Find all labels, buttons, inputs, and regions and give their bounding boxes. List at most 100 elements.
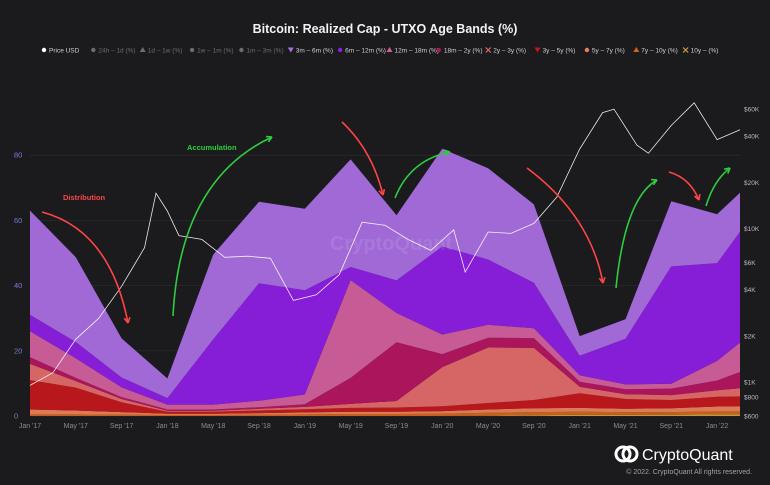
- arrow-green-3-head-icon: [650, 178, 658, 186]
- arrow-green-3: [615, 179, 658, 289]
- area-band-6: [30, 280, 740, 410]
- brand-name: CryptoQuant: [642, 447, 733, 464]
- legend-label: 10y – (%): [691, 47, 719, 54]
- y-right-tick-label: $4K: [744, 287, 756, 294]
- arrow-distribution: [41, 211, 129, 324]
- arrow-red-2: [341, 121, 384, 196]
- arrow-red-3: [526, 167, 604, 284]
- y-right-tick-label: $20K: [744, 180, 760, 187]
- legend-label: 6m – 12m (%): [345, 47, 386, 54]
- chart-title: Bitcoin: Realized Cap - UTXO Age Bands (…: [253, 22, 518, 36]
- legend-label: 3m – 6m (%): [296, 47, 333, 54]
- legend-item[interactable]: 3y – 5y (%): [534, 47, 576, 54]
- legend-item[interactable]: 1m – 3m (%): [239, 47, 284, 54]
- x-tick-label: May '17: [64, 423, 88, 430]
- legend-label: 5y – 7y (%): [592, 47, 625, 54]
- legend-item[interactable]: 7y – 10y (%): [633, 47, 678, 54]
- y-right-tick-label: $600: [744, 414, 759, 421]
- area-band-7: [30, 231, 740, 405]
- arrow-accumulation-1-head-icon: [265, 135, 273, 143]
- x-axis: Jan '17 May '17 Sep '17 Jan '18 May '18 Sep '…: [19, 423, 729, 430]
- area-band-2: [30, 406, 740, 415]
- legend-item[interactable]: 2y – 3y (%): [485, 47, 526, 54]
- area-band-0: [30, 414, 740, 416]
- arrow-red-4-head-icon: [693, 193, 701, 201]
- area-band-4: [30, 347, 740, 412]
- legend-marker-icon: [41, 47, 47, 53]
- arrow-red-4: [668, 171, 700, 201]
- y-right-tick-label: $10K: [744, 226, 760, 233]
- legend-item[interactable]: 1w – 1m (%): [189, 47, 234, 54]
- x-tick-label: May '21: [613, 423, 637, 430]
- legend-item[interactable]: Price USD: [41, 47, 80, 54]
- x-tick-label: Sep '21: [660, 423, 684, 430]
- legend-label: 1m – 3m (%): [246, 47, 283, 54]
- watermark: CryptoQuant: [330, 233, 453, 255]
- legend-marker-icon: [287, 47, 294, 53]
- y-tick-label: 80: [14, 151, 22, 160]
- x-tick-label: May '18: [201, 423, 225, 430]
- x-tick-label: May '19: [338, 423, 362, 430]
- copyright: © 2022. CryptoQuant All rights reserved.: [626, 468, 752, 476]
- legend-item[interactable]: 12m – 18m (%): [386, 47, 439, 54]
- y-right-tick-label: $2K: [744, 333, 756, 340]
- x-tick-label: Jan '21: [568, 423, 590, 430]
- legend-label: 24h – 1d (%): [98, 47, 135, 54]
- x-tick-label: May '20: [476, 423, 500, 430]
- brand-logo-icon: [614, 445, 632, 463]
- arrow-accumulation-1: [172, 136, 273, 317]
- legend-item[interactable]: 5y – 7y (%): [584, 47, 625, 54]
- price-usd-line: [29, 102, 741, 386]
- annotation-accumulation: Accumulation: [187, 143, 237, 152]
- legend-item[interactable]: 6m – 12m (%): [337, 47, 386, 54]
- x-tick-label: Sep '20: [522, 423, 546, 430]
- area-band-8: [30, 148, 740, 399]
- x-tick-label: Jan '22: [706, 423, 728, 430]
- y-right-tick-label: $6K: [744, 260, 756, 267]
- legend-marker-icon: [386, 47, 393, 52]
- y-axis-left: 0 20 40 60 80: [14, 151, 22, 421]
- area-band-1: [30, 411, 740, 416]
- x-tick-label: Sep '17: [110, 423, 134, 430]
- y-tick-label: 40: [14, 281, 22, 290]
- legend-item[interactable]: 18m – 2y (%): [436, 47, 483, 54]
- y-tick-label: 20: [14, 346, 22, 355]
- area-band-3: [30, 380, 740, 414]
- legend: Price USD 24h – 1d (%) 1d – 1w (%) 1w – 1m …: [41, 47, 719, 54]
- x-tick-label: Sep '19: [385, 423, 409, 430]
- y-right-tick-label: $1K: [744, 379, 756, 386]
- arrow-distribution-head-icon: [123, 317, 131, 324]
- legend-item[interactable]: 10y – (%): [682, 47, 719, 54]
- brand-logo: CryptoQuant © 2022. CryptoQuant All righ…: [614, 445, 752, 476]
- legend-item[interactable]: 24h – 1d (%): [91, 47, 136, 54]
- arrow-red-3-head-icon: [598, 277, 606, 284]
- x-tick-label: Jan '18: [156, 423, 178, 430]
- arrow-green-2: [394, 151, 451, 199]
- legend-marker-icon: [534, 47, 541, 53]
- legend-marker-icon: [485, 47, 492, 53]
- area-series: [30, 148, 740, 416]
- legend-marker-icon: [682, 47, 689, 53]
- y-tick-label: 0: [14, 412, 18, 421]
- legend-marker-icon: [584, 47, 590, 53]
- legend-marker-icon: [139, 47, 146, 52]
- y-right-tick-label: $40K: [744, 134, 760, 141]
- legend-item[interactable]: 1d – 1w (%): [139, 47, 183, 54]
- x-tick-label: Sep '18: [247, 423, 271, 430]
- legend-item[interactable]: 3m – 6m (%): [287, 47, 333, 54]
- arrow-red-2-head-icon: [378, 189, 386, 196]
- legend-label: 18m – 2y (%): [444, 47, 483, 54]
- legend-marker-icon: [633, 47, 640, 52]
- x-tick-label: Jan '17: [19, 423, 41, 430]
- legend-label: 12m – 18m (%): [395, 47, 439, 54]
- legend-label: 1w – 1m (%): [197, 47, 233, 54]
- brand-logo-icon-ring: [621, 445, 639, 463]
- y-tick-label: 60: [14, 216, 22, 225]
- x-tick-label: Jan '19: [294, 423, 316, 430]
- area-band-5: [30, 337, 740, 411]
- y-right-tick-label: $800: [744, 394, 759, 401]
- arrow-green-2-head-icon: [444, 149, 451, 157]
- y-axis-right: $600 $800 $1K $2K $4K $6K $10K $20K $40K $60K: [744, 107, 760, 421]
- legend-marker-icon: [239, 47, 244, 53]
